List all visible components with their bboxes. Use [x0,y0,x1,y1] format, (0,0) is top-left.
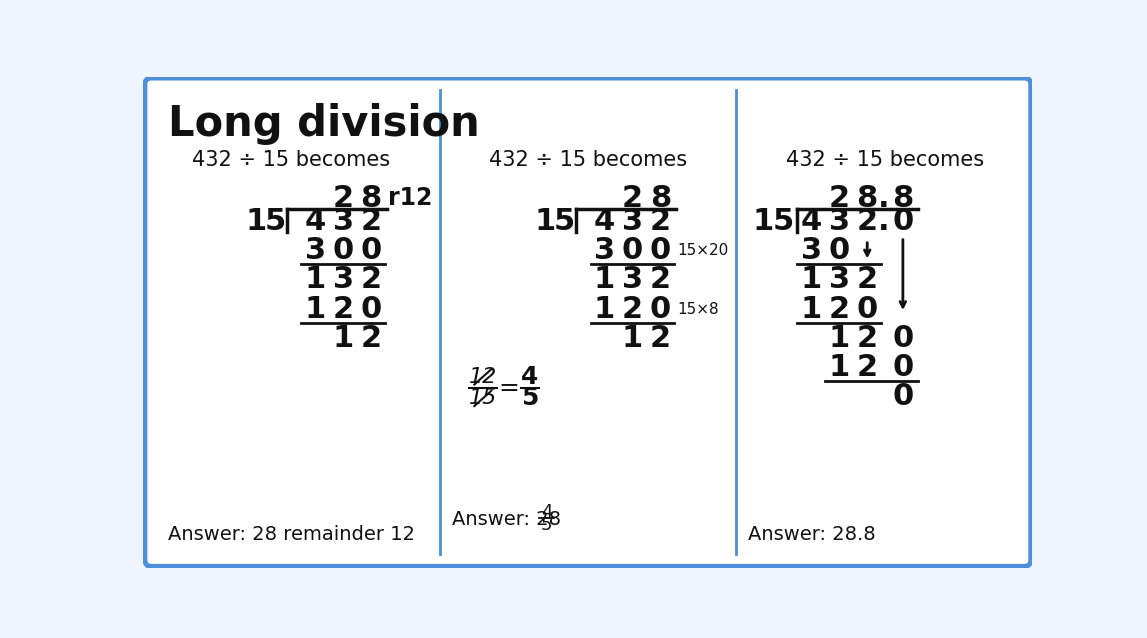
Text: 5: 5 [522,387,539,410]
Text: 5: 5 [773,207,794,236]
Text: 0: 0 [360,295,382,323]
Text: Long division: Long division [169,103,479,145]
Text: 2: 2 [360,265,382,294]
Text: 8: 8 [892,184,913,212]
Text: 0: 0 [622,236,643,265]
Text: 1: 1 [594,295,615,323]
Text: 4: 4 [305,207,326,236]
Text: .: . [877,207,889,236]
Text: 0: 0 [333,236,354,265]
Text: 0: 0 [892,324,913,353]
Text: 5: 5 [554,207,575,236]
Text: 2: 2 [829,184,850,212]
Text: 0: 0 [649,295,671,323]
Text: 2: 2 [857,324,877,353]
Text: 1: 1 [305,295,326,323]
Text: 2: 2 [857,353,877,382]
Text: 3: 3 [305,236,326,265]
Text: 1: 1 [594,265,615,294]
Text: =: = [498,376,518,399]
Text: 1: 1 [535,207,555,236]
Text: 3: 3 [333,207,354,236]
Text: 5: 5 [540,516,552,534]
Text: 12: 12 [469,367,497,387]
Text: 2: 2 [649,324,671,353]
Text: 2: 2 [622,295,643,323]
Text: 432 ÷ 15 becomes: 432 ÷ 15 becomes [193,150,390,170]
Text: 0: 0 [892,382,913,412]
Text: 3: 3 [594,236,615,265]
Text: 3: 3 [333,265,354,294]
Text: 3: 3 [801,236,822,265]
Text: 1: 1 [801,295,822,323]
Text: Answer: 28.8: Answer: 28.8 [748,525,875,544]
Text: 3: 3 [829,207,850,236]
Text: 1: 1 [622,324,643,353]
Text: Answer: 28: Answer: 28 [452,510,561,529]
Text: 1: 1 [828,324,850,353]
Text: 0: 0 [857,295,877,323]
Text: 432 ÷ 15 becomes: 432 ÷ 15 becomes [786,150,984,170]
Text: 5: 5 [265,207,286,236]
Text: 0: 0 [649,236,671,265]
Text: 4: 4 [522,365,539,389]
Text: 2: 2 [649,207,671,236]
Text: 1: 1 [245,207,266,236]
Text: .: . [877,184,889,212]
Text: 1: 1 [752,207,774,236]
Text: 2: 2 [333,184,354,212]
Text: 3: 3 [829,265,850,294]
Text: 1: 1 [801,265,822,294]
Text: 4: 4 [801,207,822,236]
Text: 8: 8 [649,184,671,212]
Text: 1: 1 [305,265,326,294]
Text: 2: 2 [829,295,850,323]
Text: 4: 4 [540,503,552,521]
Text: 0: 0 [360,236,382,265]
Text: 4: 4 [594,207,615,236]
Text: Answer: 28 remainder 12: Answer: 28 remainder 12 [169,525,415,544]
Text: 2: 2 [333,295,354,323]
Text: 432 ÷ 15 becomes: 432 ÷ 15 becomes [489,150,687,170]
Text: 15×8: 15×8 [678,302,719,316]
Text: 2: 2 [360,207,382,236]
Text: 2: 2 [622,184,643,212]
Text: 15×20: 15×20 [678,243,728,258]
Text: 1: 1 [828,353,850,382]
Text: 0: 0 [828,236,850,265]
Text: 8: 8 [360,184,382,212]
Text: 2: 2 [857,207,877,236]
Text: 0: 0 [892,353,913,382]
Text: 2: 2 [857,265,877,294]
Text: 3: 3 [622,265,643,294]
Text: r12: r12 [389,186,432,210]
Text: 1: 1 [333,324,354,353]
Text: 3: 3 [622,207,643,236]
Text: 0: 0 [892,207,913,236]
FancyBboxPatch shape [145,78,1031,567]
Text: 8: 8 [857,184,877,212]
Text: 2: 2 [360,324,382,353]
Text: 2: 2 [649,265,671,294]
Text: 15: 15 [469,389,497,408]
